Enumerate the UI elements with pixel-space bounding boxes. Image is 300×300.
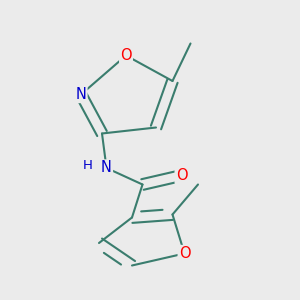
Text: N: N bbox=[101, 160, 112, 175]
Text: H: H bbox=[83, 159, 93, 172]
Text: O: O bbox=[120, 48, 132, 63]
Text: O: O bbox=[179, 246, 190, 261]
Text: N: N bbox=[76, 87, 86, 102]
Text: O: O bbox=[176, 168, 187, 183]
